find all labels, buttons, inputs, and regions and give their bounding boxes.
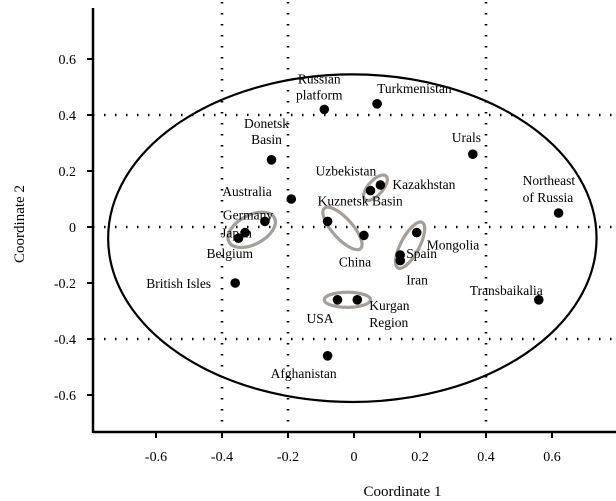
y-tick-label: 0 <box>69 221 76 236</box>
x-tick-label: 0.4 <box>477 450 495 465</box>
point-label-northeast-of-russia: of Russia <box>523 190 574 205</box>
point-label-usa: USA <box>307 311 334 326</box>
point-iran <box>395 255 406 266</box>
point-label-donetsk-basin: Donetsk <box>244 116 289 131</box>
point-label-japan: Japan <box>221 226 252 241</box>
point-kazakhstan <box>375 180 386 190</box>
point-kurgan-region <box>352 295 363 305</box>
point-urals <box>468 149 478 159</box>
x-tick-label: -0.4 <box>211 450 233 465</box>
point-label-australia: Australia <box>222 184 271 199</box>
point-label-turkmenistan: Turkmenistan <box>377 81 452 96</box>
x-tick-label: -0.2 <box>277 450 299 465</box>
axes <box>91 8 616 434</box>
point-label-afghanistan: Afghanistan <box>271 366 337 381</box>
point-label-germany: Germany <box>223 207 273 222</box>
point-label-kurgan-region: Region <box>369 315 408 330</box>
point-australia <box>286 194 297 204</box>
point-belgium <box>233 233 244 243</box>
y-tick-label: 0.2 <box>59 165 77 180</box>
point-label-transbaikalia: Transbaikalia <box>470 283 543 298</box>
x-tick-label: 0.6 <box>543 450 561 465</box>
y-tick-label: 0.6 <box>59 53 77 68</box>
point-label-kuznetsk-basin: Kuznetsk Basin <box>318 193 403 208</box>
cluster-ring <box>226 210 278 250</box>
point-northeast-of-russia <box>553 208 564 218</box>
point-label-donetsk-basin: Basin <box>251 132 282 147</box>
point-japan <box>240 227 250 238</box>
point-label-iran: Iran <box>406 273 428 288</box>
cluster-rings <box>226 173 427 309</box>
y-tick-label: -0.4 <box>54 333 76 348</box>
point-label-russian-platform: platform <box>296 87 343 102</box>
x-axis-title: Coordinate 1 <box>364 484 442 500</box>
point-label-spain: Spain <box>406 246 437 261</box>
point-label-urals: Urals <box>452 130 481 145</box>
point-label-kurgan-region: Kurgan <box>369 298 409 313</box>
point-british-isles <box>230 278 240 288</box>
x-tick-label: -0.6 <box>145 450 167 465</box>
point-label-mongolia: Mongolia <box>427 238 480 253</box>
y-axis-title: Coordinate 2 <box>12 185 28 263</box>
cluster-ring <box>393 220 427 270</box>
point-label-british-isles: British Isles <box>146 276 211 291</box>
cluster-ring <box>361 173 389 203</box>
cluster-ring <box>321 205 364 252</box>
point-russian-platform <box>319 104 330 115</box>
point-turkmenistan <box>372 99 382 109</box>
y-tick-label: 0.4 <box>59 109 77 124</box>
y-tick-label: -0.2 <box>54 277 76 292</box>
point-label-kazakhstan: Kazakhstan <box>392 177 455 192</box>
point-uzbekistan <box>365 185 376 196</box>
x-tick-label: 0.2 <box>411 450 429 465</box>
point-transbaikalia <box>534 295 544 305</box>
point-label-uzbekistan: Uzbekistan <box>316 164 377 179</box>
point-afghanistan <box>322 351 333 361</box>
grid-lines <box>93 2 616 432</box>
point-china <box>359 230 369 241</box>
point-label-belgium: Belgium <box>207 246 254 261</box>
point-donetsk-basin <box>266 155 277 165</box>
point-label-northeast-of-russia: Northeast <box>523 173 576 188</box>
ticks: -0.6 -0.4 -0.2 0 0.2 0.4 0.6 0.6 0.4 0.2 0 -0.2 -0.4… <box>54 53 561 465</box>
point-kuznetsk-basin <box>322 216 333 227</box>
point-usa <box>332 295 343 305</box>
x-tick-label: 0 <box>351 450 358 465</box>
cluster-ring <box>322 290 373 309</box>
point-label-china: China <box>339 254 371 269</box>
confidence-ellipse <box>107 73 598 404</box>
point-germany <box>260 216 270 227</box>
point-label-russian-platform: Russian <box>298 71 341 86</box>
y-tick-label: -0.6 <box>54 389 76 404</box>
point-mongolia <box>411 227 422 238</box>
